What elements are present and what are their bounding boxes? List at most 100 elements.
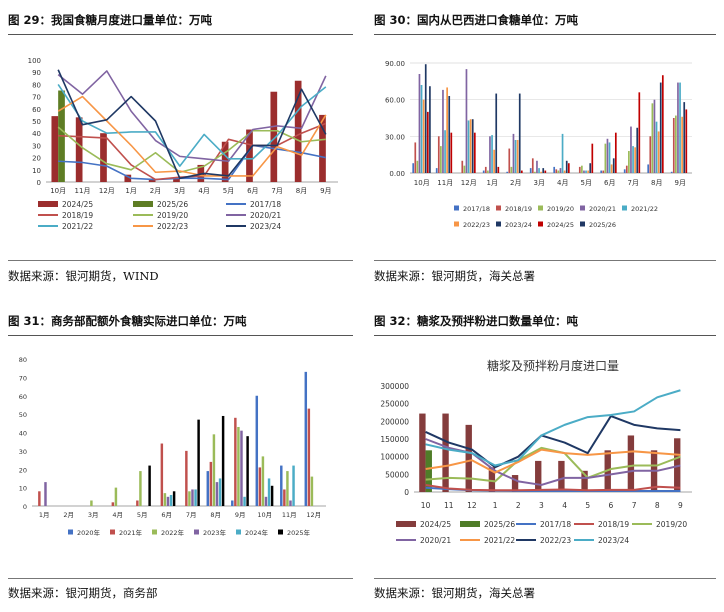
- bar-2017-18: [435, 168, 438, 173]
- legend-swatch: [580, 205, 585, 211]
- x-tick-label: 6月: [247, 187, 258, 195]
- bar-2024-25: [294, 80, 302, 182]
- y-tick-label: 250000: [380, 400, 409, 409]
- bar-2024-25: [674, 438, 681, 492]
- line-2018-19: [425, 483, 681, 492]
- bar-2021年: [209, 461, 213, 506]
- bar-2019-20: [581, 165, 583, 173]
- source-31: 数据来源：银河期货，商务部: [8, 586, 158, 600]
- legend-label: 2021/22: [62, 222, 93, 231]
- bar-2022-23: [469, 119, 472, 173]
- bar-2021年: [234, 417, 237, 506]
- bar-2017-18: [623, 169, 626, 173]
- x-tick-label: 5月: [137, 511, 148, 519]
- x-tick-label: 1: [493, 501, 498, 510]
- y-tick-label: 60: [32, 106, 41, 114]
- bar-2023-24: [612, 158, 615, 173]
- legend-label: 2017/18: [540, 520, 571, 529]
- line-2022-23: [57, 95, 327, 177]
- chart-title-31: 图 31：商务部配额外食糖实际进口单位：万吨: [8, 314, 247, 328]
- bar-2024-25: [520, 170, 523, 173]
- bar-2020-21: [442, 89, 444, 173]
- y-tick-label: 0: [23, 503, 27, 511]
- line-2022-23: [425, 415, 681, 469]
- legend-swatch: [396, 521, 416, 527]
- bar-2018-19: [508, 148, 511, 173]
- y-tick-label: 50000: [385, 470, 409, 479]
- legend-swatch: [496, 221, 501, 227]
- bar-2020-21: [512, 133, 515, 173]
- bar-2017-18: [506, 171, 509, 173]
- legend-label: 2019/20: [157, 211, 188, 220]
- bar-2024-25: [488, 467, 496, 492]
- bar-2025年: [221, 415, 225, 506]
- legend-label: 2018/19: [62, 211, 93, 220]
- bar-2019-20: [416, 160, 419, 173]
- legend-label: 2021/22: [484, 536, 515, 545]
- bar-2023年: [289, 500, 292, 506]
- legend-swatch: [110, 529, 115, 535]
- bar-2023-24: [659, 82, 662, 173]
- bar-2022-23: [587, 170, 589, 173]
- legend-swatch: [194, 529, 199, 535]
- legend-label: 2019/20: [547, 205, 574, 213]
- legend-label: 2025/26: [157, 200, 188, 209]
- legend-swatch: [68, 529, 73, 535]
- x-tick-label: 6月: [604, 179, 615, 187]
- x-tick-label: 3月: [534, 179, 545, 187]
- bar-2022-23: [634, 147, 636, 173]
- bar-2020年: [280, 465, 283, 506]
- bar-2021年: [111, 502, 115, 506]
- legend-label: 2023/24: [598, 536, 629, 545]
- bar-2021-22: [608, 142, 611, 173]
- x-tick-label: 10月: [414, 179, 430, 187]
- legend-label: 2018/19: [598, 520, 629, 529]
- line-2021-22: [57, 83, 327, 167]
- legend-swatch: [152, 529, 157, 535]
- bar-2023-24: [495, 93, 498, 173]
- chart-31: 0 10 20 30 40 50 60 70 80 1月 2月 3月 4月 5月 6月 7月 8月 9月 10月 11…: [19, 356, 326, 537]
- y-tick-label: 20: [19, 466, 27, 474]
- bar-2023-24: [683, 102, 686, 173]
- legend-label: 2023/24: [250, 222, 281, 231]
- bar-2023-24: [518, 93, 521, 173]
- legend-swatch: [38, 201, 58, 207]
- legend-label: 2020/21: [589, 205, 616, 213]
- x-tick-label: 9: [678, 501, 683, 510]
- x-tick-label: 8月: [210, 511, 221, 519]
- bar-2020-21: [489, 136, 491, 173]
- bar-2020年: [304, 371, 308, 506]
- source-30: 数据来源：银河期货，海关总署: [374, 269, 535, 283]
- bar-2024-25: [567, 163, 570, 173]
- bar-2018-19: [649, 136, 652, 173]
- legend-label: 2025/26: [484, 520, 515, 529]
- legend-label: 2020/21: [420, 536, 451, 545]
- bar-2023年: [191, 489, 194, 506]
- bar-2025年: [172, 491, 176, 506]
- bar-2024-25: [614, 132, 617, 173]
- bar-2024-25: [535, 460, 542, 492]
- y-tick-label: 60: [19, 393, 27, 401]
- legend-swatch: [133, 201, 153, 207]
- bar-2024-25: [473, 132, 476, 173]
- bar-2020年: [255, 395, 259, 506]
- bar-2020-21: [536, 160, 538, 173]
- source-32: 数据来源：银河期货，海关总署: [374, 586, 535, 600]
- bar-2018-19: [672, 118, 675, 173]
- x-tick-label: 4月: [557, 179, 568, 187]
- bar-2020-21: [630, 126, 632, 173]
- line-2021-22: [425, 448, 681, 474]
- legend-label: 2022/23: [463, 221, 490, 229]
- line-2019-20: [57, 126, 326, 174]
- bar-2022-23: [493, 149, 495, 173]
- y-tick-label: 0: [37, 179, 41, 187]
- bar-2024年: [292, 465, 295, 506]
- source-rule-29: [8, 260, 353, 261]
- bar-2022年: [90, 500, 93, 506]
- y-tick-label: 30.00: [385, 133, 405, 141]
- bar-2024-25: [497, 166, 500, 173]
- legend-label: 2024年: [245, 528, 269, 537]
- bar-2024年: [243, 496, 246, 506]
- bar-2021年: [38, 491, 41, 506]
- x-tick-label: 1月: [487, 179, 498, 187]
